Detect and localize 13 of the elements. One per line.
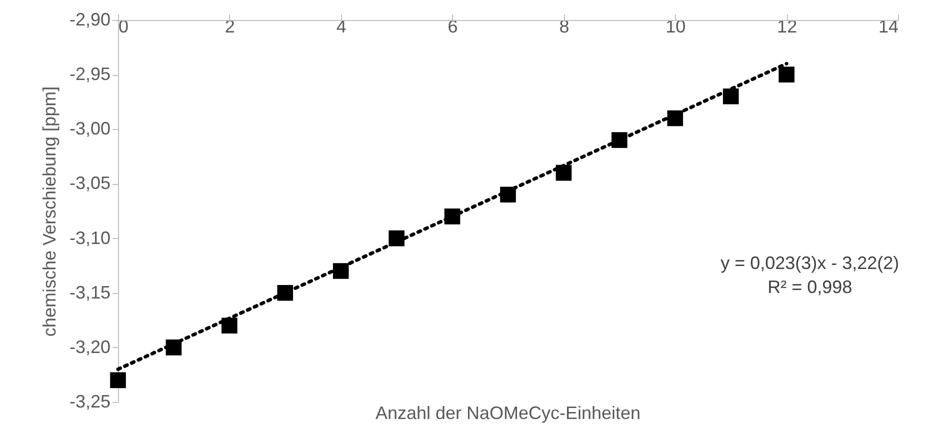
y-tick-label: -2,90 <box>69 10 110 30</box>
y-tick-label: -3,00 <box>69 118 110 139</box>
y-tick-label: -3,25 <box>69 392 110 412</box>
x-tick-label: 4 <box>336 16 346 36</box>
y-axis-title: chemische Verschiebung [ppm] <box>39 86 60 337</box>
y-tick-label: -3,20 <box>69 336 110 357</box>
y-tick-label: -3,15 <box>69 282 110 302</box>
annotation: y = 0,023(3)x - 3,22(2) <box>720 252 900 273</box>
x-axis-title: Anzahl der NaOMeCyc-Einheiten <box>375 403 641 423</box>
y-tick-label: -3,05 <box>69 173 110 194</box>
annotation: R² = 0,998 <box>768 276 852 297</box>
y-tick-label: -2,95 <box>69 64 110 84</box>
y-tick-label: -3,10 <box>69 228 110 248</box>
